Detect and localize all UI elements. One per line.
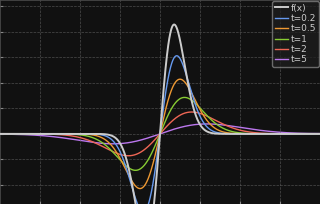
t=5 — [132, 140, 136, 143]
t=0.2 — [308, 133, 312, 135]
t=0.2 — [318, 133, 320, 135]
t=0.2 — [0, 133, 2, 135]
t=2 — [292, 133, 296, 135]
t=0.2 — [135, 202, 139, 204]
Line: t=0.2: t=0.2 — [0, 56, 320, 204]
t=1 — [318, 133, 320, 135]
t=1 — [150, 151, 154, 153]
Line: t=5: t=5 — [0, 124, 320, 144]
f(x) — [318, 133, 320, 135]
t=0.5 — [318, 133, 320, 135]
Line: t=1: t=1 — [0, 98, 320, 170]
t=0.5 — [231, 132, 235, 135]
t=2 — [135, 153, 139, 155]
t=0.5 — [135, 186, 139, 189]
t=5 — [135, 140, 139, 142]
t=2 — [132, 154, 136, 156]
Legend: f(x), t=0.2, t=0.5, t=1, t=2, t=5: f(x), t=0.2, t=0.5, t=1, t=2, t=5 — [272, 1, 319, 67]
t=2 — [126, 154, 130, 157]
t=2 — [190, 111, 194, 113]
t=2 — [150, 141, 154, 144]
t=0.2 — [231, 133, 235, 135]
t=5 — [308, 132, 312, 135]
t=1 — [133, 169, 137, 172]
t=0.5 — [178, 78, 182, 80]
Line: t=2: t=2 — [0, 112, 320, 156]
t=2 — [0, 133, 2, 135]
t=0.5 — [132, 184, 136, 186]
f(x) — [231, 133, 235, 135]
t=0.5 — [138, 187, 142, 190]
t=5 — [318, 132, 320, 135]
t=0.5 — [0, 133, 2, 135]
t=1 — [132, 169, 136, 172]
Line: f(x): f(x) — [0, 24, 320, 204]
t=1 — [308, 133, 312, 135]
f(x) — [292, 133, 296, 135]
t=5 — [111, 143, 115, 145]
f(x) — [132, 196, 136, 199]
t=0.2 — [292, 133, 296, 135]
Line: t=0.5: t=0.5 — [0, 79, 320, 188]
t=1 — [0, 133, 2, 135]
f(x) — [0, 133, 2, 135]
t=1 — [231, 130, 235, 133]
t=2 — [318, 133, 320, 135]
t=0.2 — [175, 54, 179, 57]
t=0.5 — [150, 165, 154, 168]
t=5 — [150, 135, 154, 138]
t=1 — [183, 96, 187, 99]
t=5 — [292, 132, 296, 134]
t=5 — [0, 133, 2, 135]
t=1 — [135, 169, 139, 171]
t=0.2 — [132, 194, 136, 196]
t=1 — [292, 133, 296, 135]
t=2 — [308, 133, 312, 135]
t=2 — [231, 127, 235, 129]
f(x) — [308, 133, 312, 135]
f(x) — [172, 23, 176, 26]
t=0.5 — [292, 133, 296, 135]
t=0.5 — [308, 133, 312, 135]
t=5 — [205, 123, 209, 125]
t=0.2 — [150, 187, 154, 189]
t=5 — [231, 125, 235, 128]
